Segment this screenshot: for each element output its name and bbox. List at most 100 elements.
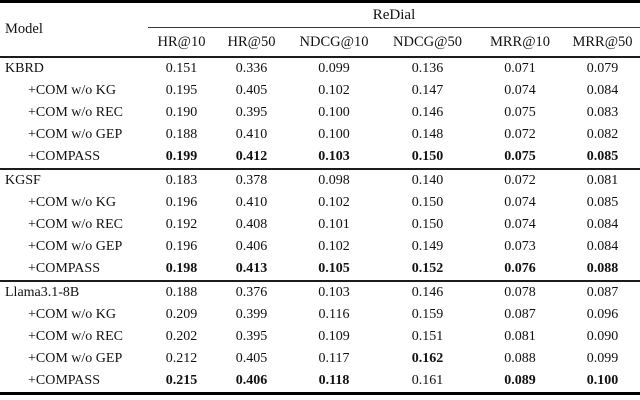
model-cell: +COM w/o GEP — [28, 351, 123, 366]
value-cell: 0.406 — [235, 373, 268, 388]
value-cell: 0.099 — [318, 61, 350, 76]
value-cell: 0.105 — [318, 261, 350, 276]
value-cell: 0.190 — [165, 105, 198, 120]
value-cell: 0.088 — [504, 351, 536, 366]
value-cell: 0.151 — [165, 61, 198, 76]
value-cell: 0.085 — [586, 149, 619, 164]
value-cell: 0.088 — [586, 261, 619, 276]
table-row: +COMPASS 0.215 0.406 0.118 0.161 0.089 0.100 — [0, 370, 640, 394]
value-cell: 0.146 — [411, 285, 444, 300]
model-cell: +COM w/o GEP — [28, 127, 123, 142]
value-cell: 0.099 — [586, 351, 619, 366]
table-row: Llama3.1-8B 0.188 0.376 0.103 0.146 0.078 0.08… — [0, 281, 640, 304]
value-cell: 0.073 — [504, 239, 536, 254]
value-cell: 0.074 — [504, 83, 536, 98]
model-cell: Llama3.1-8B — [5, 285, 80, 300]
value-cell: 0.085 — [586, 195, 619, 210]
value-cell: 0.150 — [411, 217, 444, 232]
value-cell: 0.376 — [235, 285, 268, 300]
value-cell: 0.413 — [235, 261, 268, 276]
value-cell: 0.072 — [504, 173, 536, 188]
value-cell: 0.159 — [411, 307, 444, 322]
column-header-mrr10: MRR@10 — [475, 27, 565, 57]
value-cell: 0.395 — [235, 329, 268, 344]
value-cell: 0.150 — [411, 195, 444, 210]
value-cell: 0.188 — [165, 285, 198, 300]
column-header-ndcg50: NDCG@50 — [380, 27, 475, 57]
value-cell: 0.410 — [235, 127, 268, 142]
value-cell: 0.100 — [318, 105, 350, 120]
model-cell: +COMPASS — [28, 261, 100, 276]
value-cell: 0.192 — [165, 217, 198, 232]
value-cell: 0.188 — [165, 127, 198, 142]
column-header-hr10: HR@10 — [148, 27, 215, 57]
value-cell: 0.089 — [504, 373, 536, 388]
table-row: +COM w/o REC 0.192 0.408 0.101 0.150 0.074 0.0… — [0, 214, 640, 236]
model-cell: KBRD — [5, 61, 44, 76]
value-cell: 0.336 — [235, 61, 268, 76]
value-cell: 0.116 — [318, 307, 350, 322]
value-cell: 0.117 — [318, 351, 350, 366]
value-cell: 0.215 — [165, 373, 198, 388]
value-cell: 0.083 — [586, 105, 619, 120]
value-cell: 0.087 — [586, 285, 619, 300]
value-cell: 0.071 — [504, 61, 536, 76]
dataset-name-header: ReDial — [372, 6, 416, 23]
value-cell: 0.148 — [411, 127, 444, 142]
value-cell: 0.149 — [411, 239, 444, 254]
table-row: +COMPASS 0.199 0.412 0.103 0.150 0.075 0.085 — [0, 146, 640, 169]
value-cell: 0.074 — [504, 195, 536, 210]
value-cell: 0.101 — [318, 217, 350, 232]
table-group: KGSF 0.183 0.378 0.098 0.140 0.072 0.081 +COM w… — [0, 169, 640, 281]
value-cell: 0.081 — [504, 329, 536, 344]
metric-header-row: HR@10 HR@50 NDCG@10 NDCG@50 MRR@10 MRR@5… — [0, 27, 640, 57]
table-row: +COM w/o GEP 0.188 0.410 0.100 0.148 0.072 0.0… — [0, 124, 640, 146]
value-cell: 0.196 — [165, 239, 198, 254]
value-cell: 0.183 — [165, 173, 198, 188]
value-cell: 0.151 — [411, 329, 444, 344]
model-cell: +COM w/o KG — [28, 307, 117, 322]
column-header-hr50: HR@50 — [215, 27, 288, 57]
column-header-mrr50: MRR@50 — [565, 27, 640, 57]
model-cell: +COM w/o REC — [28, 105, 124, 120]
table-row: +COM w/o GEP 0.196 0.406 0.102 0.149 0.073 0.0… — [0, 236, 640, 258]
model-cell: +COMPASS — [28, 149, 100, 164]
value-cell: 0.084 — [586, 83, 619, 98]
value-cell: 0.100 — [318, 127, 350, 142]
value-cell: 0.161 — [411, 373, 444, 388]
value-cell: 0.103 — [318, 149, 350, 164]
value-cell: 0.136 — [411, 61, 444, 76]
value-cell: 0.118 — [318, 373, 350, 388]
value-cell: 0.087 — [504, 307, 536, 322]
value-cell: 0.102 — [318, 195, 350, 210]
dataset-header-row: Model ReDial — [0, 2, 640, 38]
table-row: KBRD 0.151 0.336 0.099 0.136 0.071 0.079 — [0, 57, 640, 80]
value-cell: 0.072 — [504, 127, 536, 142]
value-cell: 0.075 — [504, 105, 536, 120]
value-cell: 0.102 — [318, 83, 350, 98]
value-cell: 0.075 — [504, 149, 536, 164]
model-column-header: Model — [5, 21, 43, 37]
value-cell: 0.198 — [165, 261, 198, 276]
value-cell: 0.081 — [586, 173, 619, 188]
value-cell: 0.195 — [165, 83, 198, 98]
table-row: +COM w/o KG 0.209 0.399 0.116 0.159 0.087 0.09… — [0, 304, 640, 326]
model-cell: +COMPASS — [28, 373, 100, 388]
table-row: +COM w/o REC 0.190 0.395 0.100 0.146 0.075 0.0… — [0, 102, 640, 124]
value-cell: 0.408 — [235, 217, 268, 232]
value-cell: 0.199 — [165, 149, 198, 164]
table-row: +COM w/o KG 0.195 0.405 0.102 0.147 0.074 0.08… — [0, 80, 640, 102]
model-cell: +COM w/o KG — [28, 83, 117, 98]
value-cell: 0.212 — [165, 351, 198, 366]
value-cell: 0.074 — [504, 217, 536, 232]
column-header-ndcg10: NDCG@10 — [288, 27, 380, 57]
model-cell: +COM w/o REC — [28, 217, 124, 232]
value-cell: 0.395 — [235, 105, 268, 120]
table-row: KGSF 0.183 0.378 0.098 0.140 0.072 0.081 — [0, 169, 640, 192]
value-cell: 0.140 — [411, 173, 444, 188]
table-row: +COM w/o REC 0.202 0.395 0.109 0.151 0.081 0.0… — [0, 326, 640, 348]
model-cell: +COM w/o KG — [28, 195, 117, 210]
value-cell: 0.196 — [165, 195, 198, 210]
value-cell: 0.082 — [586, 127, 619, 142]
